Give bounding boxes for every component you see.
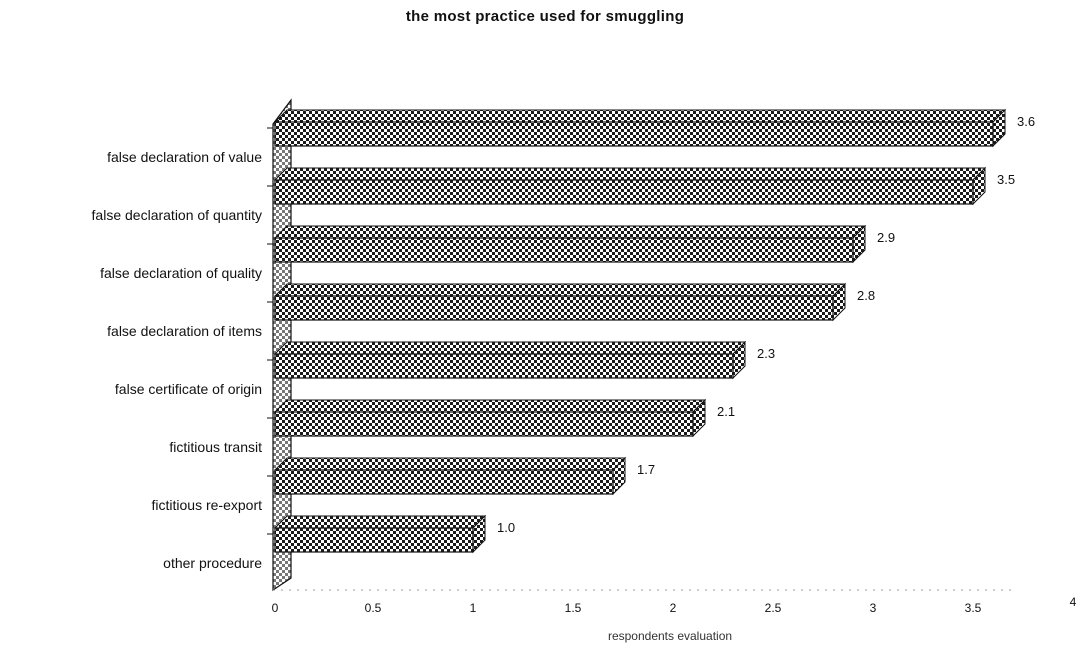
value-label: 1.0 [497,520,515,535]
x-tick-label: 4 [1070,595,1077,609]
bar-top-face [273,225,867,239]
bar [273,108,1007,148]
category-label: fictitious re-export [152,497,263,513]
x-tick-label: 0 [272,601,279,615]
x-tick-label: 0.5 [365,601,382,615]
value-label: 2.9 [877,230,895,245]
bar-front-face [274,121,994,147]
bar [273,456,627,496]
bar-top-face [273,457,627,471]
category-label: fictitious transit [169,439,262,455]
bar [273,224,867,264]
category-label: other procedure [163,555,262,571]
value-label: 3.6 [1017,114,1035,129]
bar-front-face [274,179,974,205]
bar-top-face [273,167,987,181]
x-tick-label: 1 [470,601,477,615]
value-label: 3.5 [997,172,1015,187]
x-tick-label: 3 [870,601,877,615]
x-axis-title: respondents evaluation [608,629,732,643]
bars-group [273,108,1007,554]
x-tick-label: 2 [670,601,677,615]
bar-top-face [273,399,707,413]
value-label: 2.3 [757,346,775,361]
bar [273,514,487,554]
value-label: 2.8 [857,288,875,303]
bar-top-face [273,515,487,529]
bar-front-face [274,469,614,495]
bar-front-face [274,237,854,263]
x-tick-label: 1.5 [565,601,582,615]
category-label: false certificate of origin [115,381,262,397]
bar [273,166,987,206]
bar-front-face [274,353,734,379]
bar-top-face [273,341,747,355]
bar-front-face [274,411,694,437]
chart-title: the most practice used for smuggling [405,8,685,25]
category-labels: false declaration of value false declarat… [92,149,263,571]
bar [273,282,847,322]
bar-top-face [273,283,847,297]
bar-front-face [274,295,834,321]
bar [273,398,707,438]
value-label: 1.7 [637,462,655,477]
bar-top-face [273,109,1007,123]
x-tick-labels: 0 0.5 1 1.5 2 2.5 3 3.5 4 [272,595,1077,615]
category-label: false declaration of value [107,149,262,165]
x-tick-label: 3.5 [965,601,982,615]
category-label: false declaration of items [107,323,262,339]
value-labels: 3.6 3.5 2.9 2.8 2.3 2.1 1.7 1.0 [497,114,1035,535]
bar [273,340,747,380]
bar-front-face [274,527,474,553]
value-label: 2.1 [717,404,735,419]
x-tick-label: 2.5 [765,601,782,615]
category-label: false declaration of quality [100,265,262,281]
category-label: false declaration of quantity [92,207,262,223]
